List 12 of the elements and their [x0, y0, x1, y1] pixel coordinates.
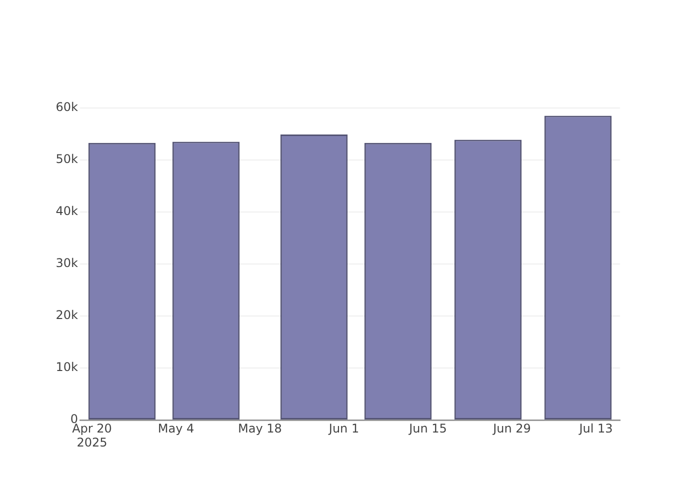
y-tick-label: 40k [56, 204, 78, 218]
x-tick-label: May 4 [158, 421, 194, 436]
x-tick-label: Jun 15 [408, 421, 447, 436]
x-tick-label: Jul 13 [578, 421, 613, 436]
x-tick-label: Jun 1 [328, 421, 360, 436]
y-tick-label: 20k [56, 308, 78, 322]
y-tick-label: 30k [56, 256, 78, 270]
y-tick-label: 50k [56, 152, 78, 166]
y-tick-label: 60k [56, 100, 78, 114]
y-tick-label: 10k [56, 360, 78, 374]
x-tick-label: Jun 29 [492, 421, 531, 436]
x-tick-label: May 18 [238, 421, 282, 436]
